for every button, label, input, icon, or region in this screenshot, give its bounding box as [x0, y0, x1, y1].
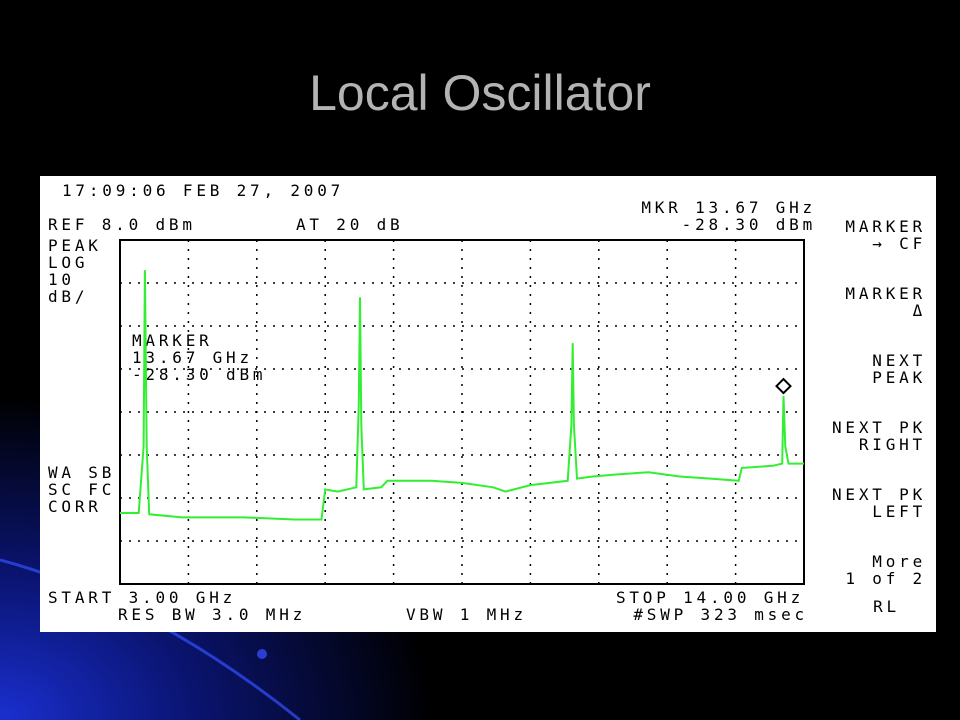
marker-frequency: MKR 13.67 GHz: [641, 198, 816, 217]
timestamp: 17:09:06 FEB 27, 2007: [62, 181, 344, 200]
marker-box-text: 13.67 GHz: [132, 348, 253, 367]
ref-level: REF 8.0 dBm: [48, 215, 196, 234]
marker-diamond: [775, 377, 792, 395]
softkey-label[interactable]: NEXT: [872, 351, 926, 370]
slide-title: Local Oscillator: [309, 65, 651, 121]
stop-frequency: STOP 14.00 GHz: [616, 588, 804, 607]
dot: [257, 649, 267, 659]
corr-label: SC FC: [48, 480, 115, 499]
spectrum-trace: [120, 270, 804, 521]
res-bw: RES BW 3.0 MHz: [118, 605, 306, 624]
sweep-time: #SWP 323 msec: [633, 605, 808, 624]
side-label: LOG: [48, 253, 88, 272]
softkey-label[interactable]: More: [872, 552, 926, 571]
vbw: VBW 1 MHz: [406, 605, 527, 624]
analyzer-screen: [40, 176, 936, 632]
side-label: dB/: [48, 287, 88, 306]
side-label: PEAK: [48, 236, 102, 255]
softkey-label[interactable]: Δ: [913, 301, 926, 320]
softkey-label[interactable]: MARKER: [845, 217, 926, 236]
marker-box-text: -28.30 dBm: [132, 365, 266, 384]
softkey-rl[interactable]: RL: [873, 597, 900, 616]
softkey-label[interactable]: PEAK: [872, 368, 926, 387]
corr-label: WA SB: [48, 463, 115, 482]
marker-level: -28.30 dBm: [682, 215, 816, 234]
start-frequency: START 3.00 GHz: [48, 588, 236, 607]
marker-box-text: MARKER: [132, 331, 213, 350]
softkey-label[interactable]: NEXT PK: [832, 418, 926, 437]
side-label: 10: [48, 270, 75, 289]
softkey-label[interactable]: → CF: [872, 234, 926, 253]
softkey-label[interactable]: RIGHT: [859, 435, 926, 454]
softkey-label[interactable]: 1 of 2: [845, 569, 926, 588]
attenuation: AT 20 dB: [296, 215, 403, 234]
softkey-label[interactable]: NEXT PK: [832, 485, 926, 504]
softkey-label[interactable]: MARKER: [845, 284, 926, 303]
corr-label: CORR: [48, 497, 102, 516]
graticule: [120, 240, 804, 584]
softkey-label[interactable]: LEFT: [872, 502, 926, 521]
